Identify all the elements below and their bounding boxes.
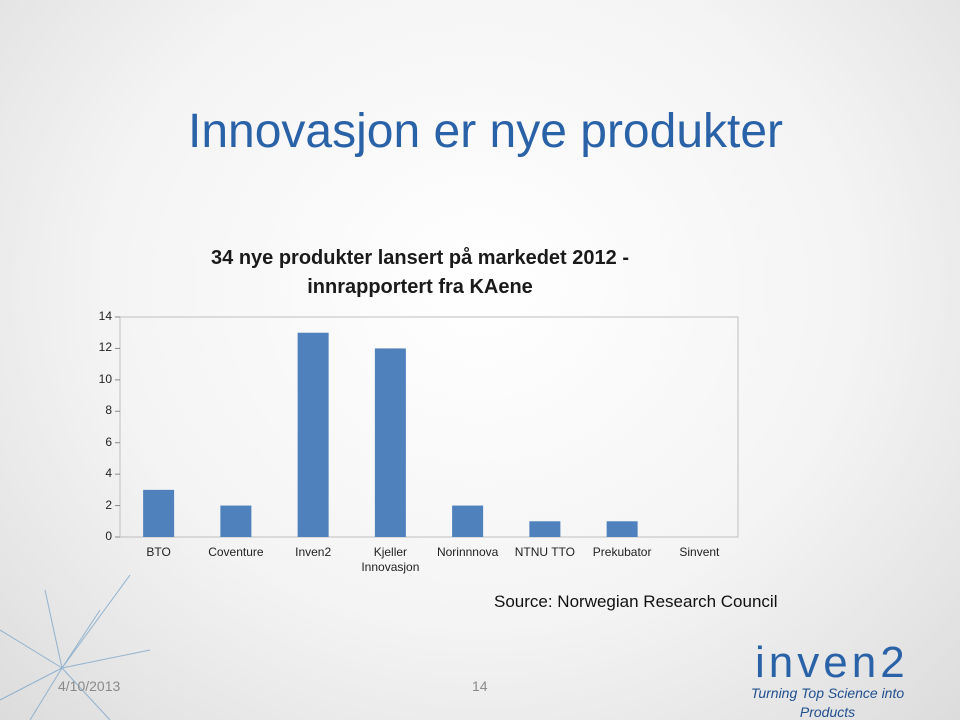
x-tick-label: Kjeller Innovasjon xyxy=(361,545,420,574)
starburst xyxy=(0,574,151,720)
bar xyxy=(143,489,175,537)
chart-title: 34 nye produkter lansert på markedet 201… xyxy=(211,247,629,298)
plot-area xyxy=(119,316,739,538)
x-tick-label: Coventure xyxy=(208,545,264,559)
y-tick-label: 10 xyxy=(98,371,112,386)
y-tick-label: 14 xyxy=(98,309,112,323)
date: 4/10/2013 xyxy=(58,678,121,694)
bar xyxy=(452,505,484,537)
bar xyxy=(374,348,406,537)
y-tick-label: 4 xyxy=(105,466,112,481)
y-tick-label: 8 xyxy=(105,403,112,418)
y-tick-label: 6 xyxy=(105,434,112,449)
x-tick-label: Sinvent xyxy=(679,545,720,559)
y-tick-label: 12 xyxy=(98,340,112,355)
x-tick-label: NTNU TTO xyxy=(514,545,575,559)
x-tick-label: Inven2 xyxy=(295,545,332,559)
bar xyxy=(606,521,638,537)
plot xyxy=(115,316,638,538)
x-tick-label: Prekubator xyxy=(592,545,652,559)
source: Source: Norwegian Research Council xyxy=(494,592,778,611)
bar xyxy=(220,505,252,537)
bar xyxy=(529,521,561,537)
x-tick-label: BTO xyxy=(146,545,171,559)
slide-title: Innovasjon er nye produkter xyxy=(188,105,784,158)
page-number: 14 xyxy=(472,678,488,694)
logo: inven2 xyxy=(755,638,909,687)
x-tick-label: Norinnnova xyxy=(436,545,499,559)
bar xyxy=(297,332,329,537)
tagline: Turning Top Science into Products xyxy=(750,685,905,720)
y-tick-label: 0 xyxy=(105,529,112,543)
y-tick-label: 2 xyxy=(105,497,112,512)
